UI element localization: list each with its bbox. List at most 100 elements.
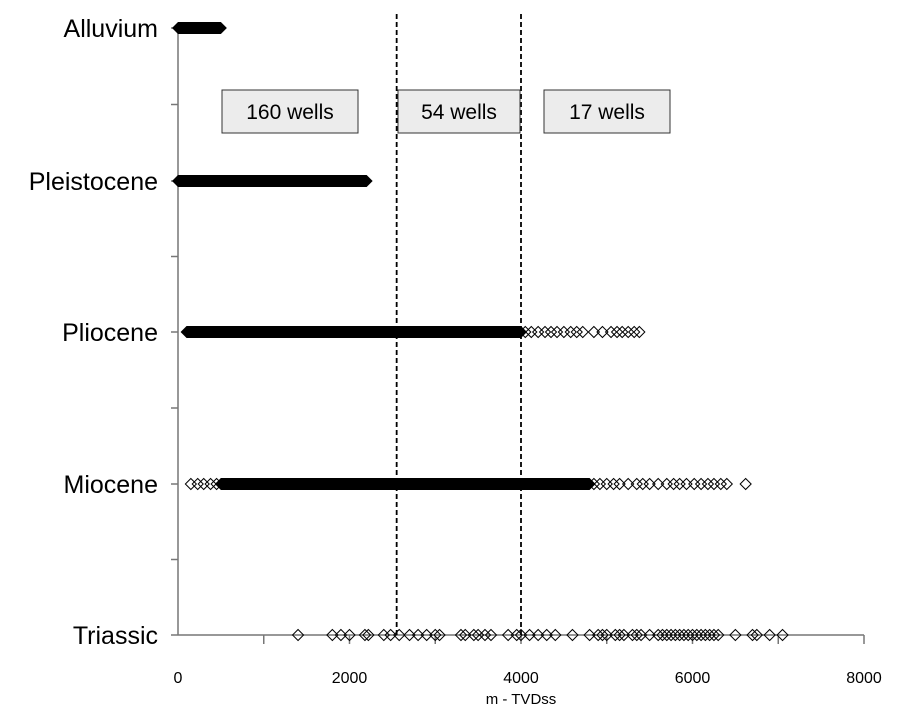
data-point [484,628,498,642]
well-count-box [221,89,359,134]
data-point [630,477,643,491]
data-point [478,628,492,642]
data-point [544,325,558,339]
data-point [714,477,728,491]
data-point [677,628,691,642]
data-point [609,628,622,642]
data-point [682,628,695,642]
x-axis-title: m - TVDss [486,691,557,707]
dense-point-band [172,175,373,187]
data-point [191,477,204,491]
x-tick-label: 6000 [675,670,711,687]
data-point [570,325,583,339]
data-point [621,325,635,339]
well-count-label: 160 wells [246,101,334,124]
axis-labels: 0 2000 4000 6000 8000 m - TVDss Alluvium Pleist… [29,15,882,707]
data-point [660,628,673,642]
data-point [557,325,571,339]
well-count-box [543,89,671,134]
data-point [411,628,425,642]
data-point [600,477,613,491]
data-point [651,477,665,491]
data-point [514,628,528,642]
data-point [626,628,639,642]
data-point [467,628,481,642]
data-point [739,477,752,491]
data-point [600,628,613,642]
data-point [701,477,715,491]
data-point [204,477,217,491]
data-point [596,325,609,339]
well-count-boxes: 160 wells 54 wells 17 wells [221,89,671,134]
data-point [610,325,624,339]
data-point [291,628,305,642]
data-point [729,628,742,642]
dense-point-bands [172,22,596,490]
data-point [690,628,703,642]
data-point [343,628,356,642]
data-point [591,628,605,642]
data-point [694,628,708,642]
data-point [746,628,759,642]
data-point [703,628,716,642]
data-point [720,477,734,491]
data-point [633,325,646,339]
data-point [750,628,764,642]
data-point [694,477,708,491]
data-point [326,628,339,642]
data-point [540,628,553,642]
data-point [627,325,641,339]
data-point [564,325,577,339]
data-point [184,477,198,491]
data-point [566,628,579,642]
x-tick-label: 0 [174,670,183,687]
data-point [643,477,656,491]
well-count-label: 17 wells [569,101,645,124]
data-point [688,477,701,491]
data-point [596,628,609,642]
dense-point-band [180,326,527,338]
data-point [362,628,375,642]
data-point [587,325,601,339]
data-point [707,628,721,642]
data-point [607,477,620,491]
data-point [587,477,601,491]
data-point [669,628,682,642]
data-point [531,325,545,339]
well-count-box [397,89,521,134]
data-point [531,628,545,642]
category-label: Miocene [64,471,159,499]
data-point [433,628,446,642]
data-point [384,628,397,642]
data-point [680,477,693,491]
category-label: Pliocene [62,319,158,347]
dense-point-band [214,478,596,490]
data-point [617,628,631,642]
data-point [538,325,552,339]
data-point [651,628,665,642]
x-tick-label: 2000 [332,670,368,687]
data-point [604,325,618,339]
data-point [712,628,725,642]
data-point [334,628,348,642]
data-point [664,628,678,642]
data-point [621,477,635,491]
data-point [634,628,648,642]
dense-point-band [172,22,227,34]
data-point [523,628,536,642]
data-point [615,325,629,339]
data-point [699,628,712,642]
category-label: Pleistocene [29,168,158,196]
data-point [454,628,468,642]
data-point [776,628,789,642]
data-point [613,628,626,642]
data-point [630,628,643,642]
data-point [583,628,596,642]
data-point [549,628,562,642]
data-point [686,628,699,642]
data-point [459,628,472,642]
data-point [358,628,372,642]
x-tick-label: 4000 [503,670,539,687]
data-point [673,628,686,642]
